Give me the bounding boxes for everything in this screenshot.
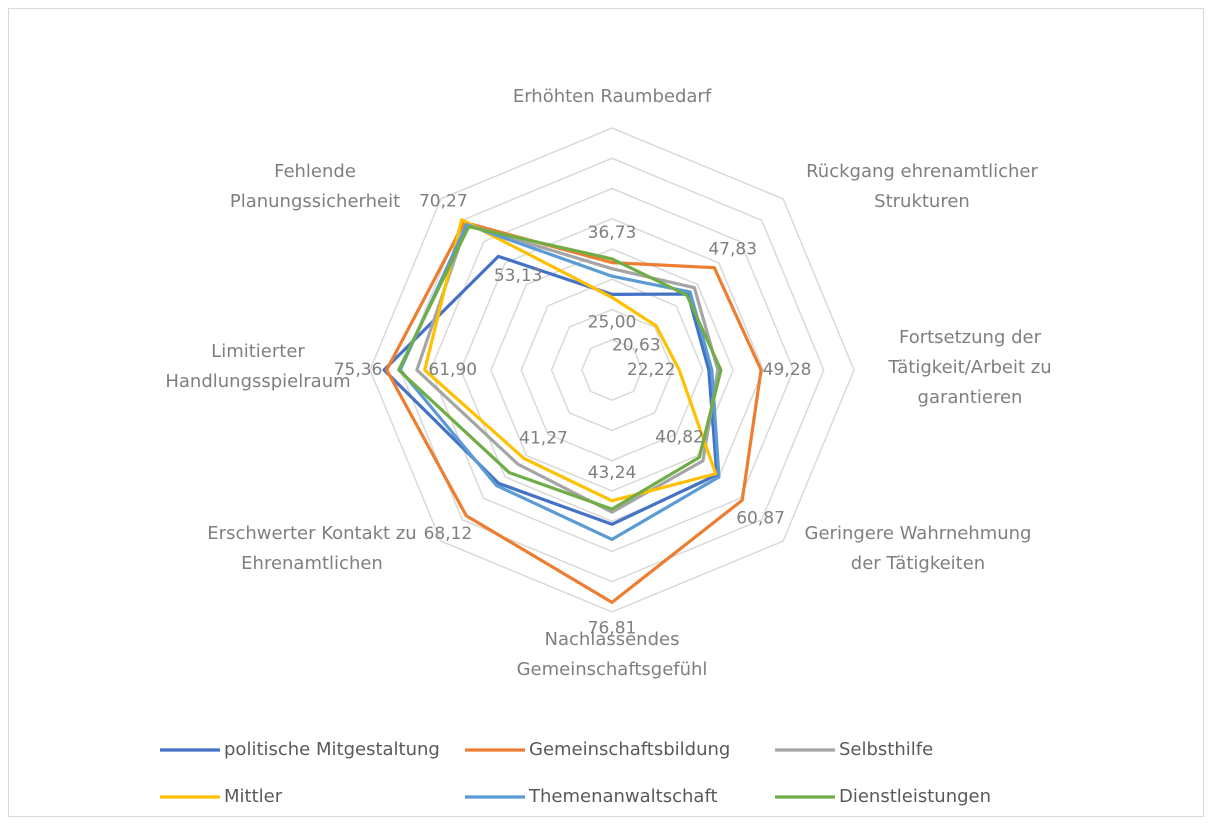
data-label: 20,63 — [612, 336, 661, 356]
axis-label: Strukturen — [874, 191, 970, 212]
data-label: 60,87 — [736, 509, 785, 529]
grid-ring — [429, 187, 795, 553]
grid-ring — [550, 308, 674, 432]
series-line — [397, 225, 723, 511]
axis-label: Rückgang ehrenamtlicher — [806, 161, 1038, 182]
data-label: 43,24 — [588, 463, 637, 483]
legend-label: Selbsthilfe — [839, 739, 933, 760]
data-label: 61,90 — [428, 360, 477, 380]
axis-label: Ehrenamtlichen — [241, 553, 383, 574]
axis-label: Fehlende — [274, 161, 356, 182]
axis-label: Handlungsspielraum — [165, 371, 350, 392]
legend-label: Dienstleistungen — [839, 786, 991, 807]
data-label: 47,83 — [708, 239, 757, 259]
axis-label: Gemeinschaftsgefühl — [517, 659, 708, 680]
legend-label: Gemeinschaftsbildung — [529, 739, 730, 760]
axis-label: Planungssicherheit — [230, 191, 400, 212]
data-label: 49,28 — [763, 360, 812, 380]
data-label: 70,27 — [419, 191, 468, 211]
axis-label: Fortsetzung der — [899, 327, 1042, 348]
axis-label: der Tätigkeiten — [851, 553, 985, 574]
legend-label: politische Mitgestaltung — [224, 739, 440, 760]
data-label: 22,22 — [627, 360, 676, 380]
grid-ring — [490, 248, 734, 492]
grid-ring — [520, 278, 704, 462]
series-line — [382, 254, 719, 526]
axis-label: garantieren — [918, 387, 1023, 408]
grid-ring — [459, 217, 765, 523]
axis-label: Geringere Wahrnehmung — [805, 523, 1032, 544]
data-label: 40,82 — [655, 428, 704, 448]
axis-label: Erschwerter Kontakt zu — [207, 523, 416, 544]
data-label: 76,81 — [588, 618, 637, 638]
axis-label: Limitierter — [211, 341, 305, 362]
grid-ring — [580, 338, 644, 402]
axis-label: Tätigkeit/Arbeit zu — [887, 357, 1051, 378]
data-label: 25,00 — [588, 312, 637, 332]
data-label: 53,13 — [494, 266, 543, 286]
legend-label: Mittler — [224, 786, 283, 807]
data-label: 41,27 — [519, 428, 568, 448]
legend-label: Themenanwaltschaft — [528, 786, 718, 807]
data-label: 36,73 — [588, 223, 637, 243]
grid-ring — [369, 127, 855, 613]
chart-border — [8, 8, 1204, 817]
data-label: 68,12 — [424, 524, 473, 544]
axis-label: Erhöhten Raumbedarf — [513, 86, 712, 107]
series-line — [385, 220, 763, 604]
axis-label: Nachlassendes — [545, 629, 680, 650]
grid-ring — [399, 157, 825, 583]
data-label: 75,36 — [334, 360, 383, 380]
